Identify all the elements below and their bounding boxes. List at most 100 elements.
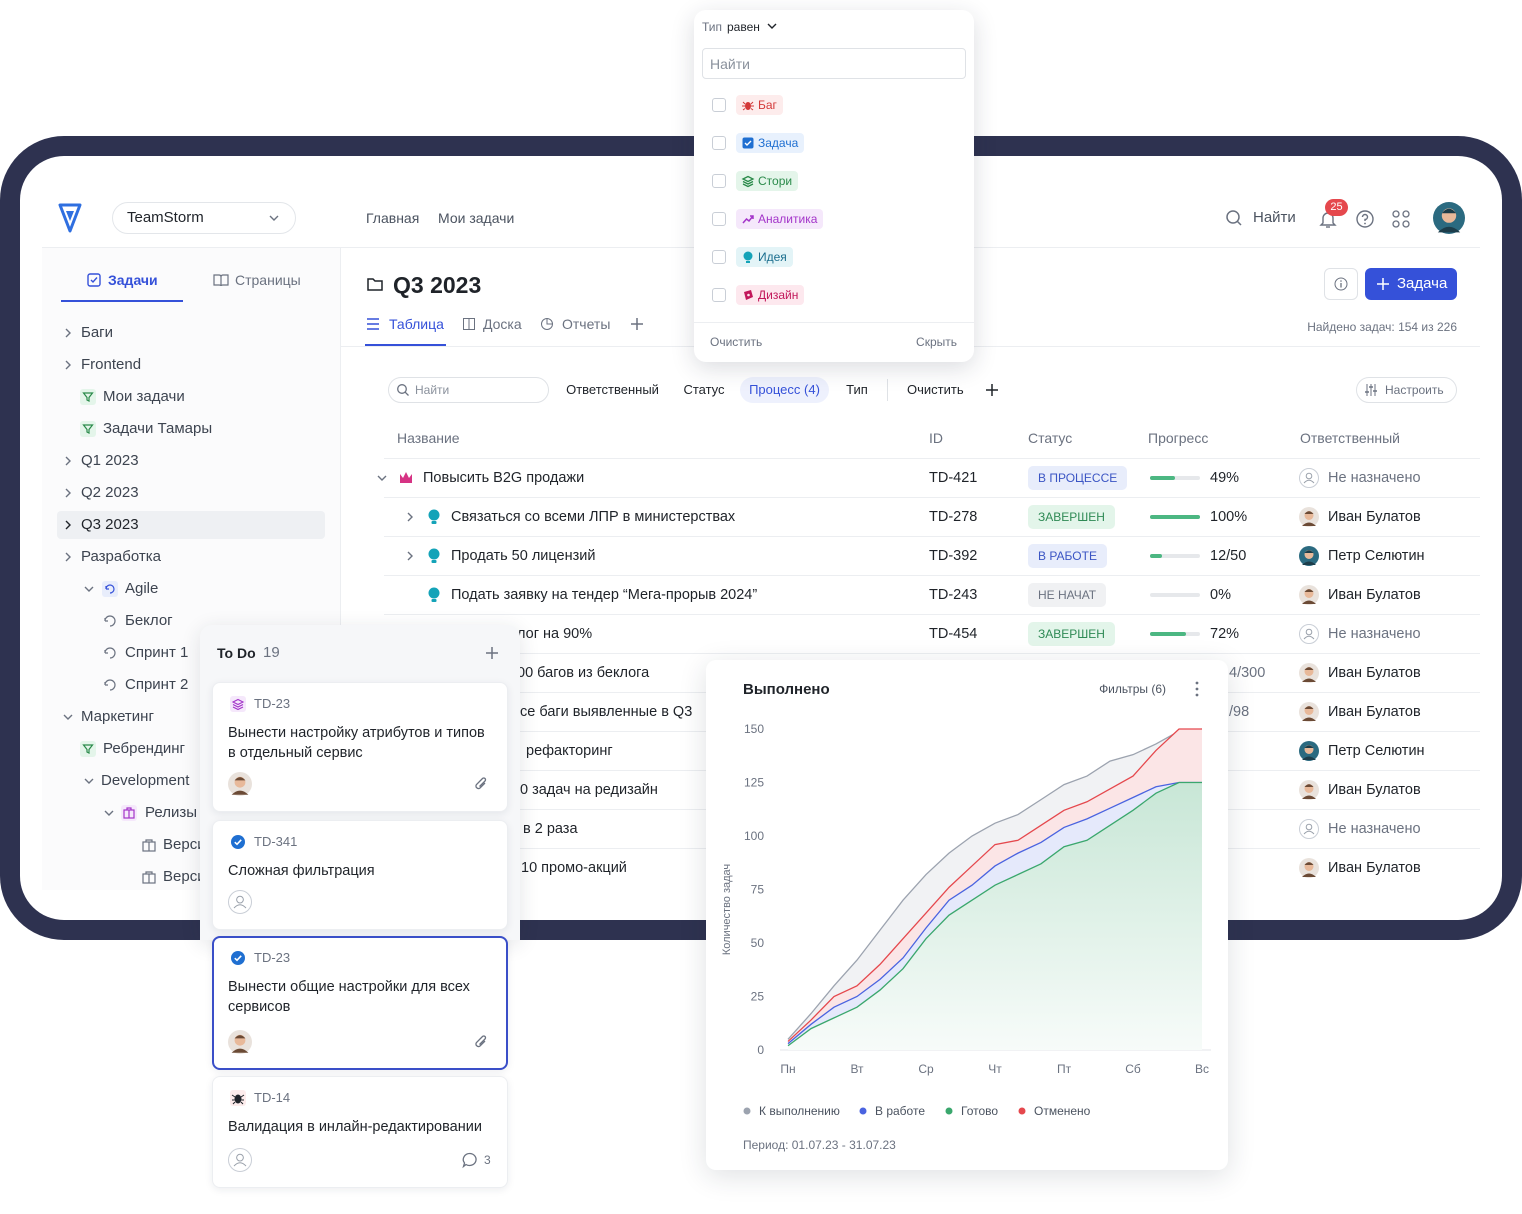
card-title: Вынести настройку атрибутов и типов в от…: [228, 725, 485, 761]
popup-clear[interactable]: Очистить: [710, 335, 763, 349]
tree-item[interactable]: Frontend: [81, 356, 142, 373]
y-tick-label: 125: [744, 776, 764, 790]
avatar: [1299, 546, 1319, 566]
type-tag[interactable]: Дизайн: [736, 285, 805, 305]
menu-dot: [1195, 687, 1199, 691]
view-tab[interactable]: Таблица: [389, 316, 444, 332]
tree-icon: [121, 805, 137, 821]
tree-item[interactable]: Ребрендинг: [103, 740, 185, 757]
view-icon: [463, 318, 475, 330]
tree-item[interactable]: Маркетинг: [81, 708, 154, 725]
tree-item[interactable]: Agile: [125, 580, 159, 597]
checkbox[interactable]: [712, 174, 726, 188]
tree-item[interactable]: Development: [101, 772, 190, 789]
chevron: [65, 552, 71, 562]
progress-label: 49%: [1210, 470, 1240, 486]
attachment-icon: [475, 777, 487, 790]
progress-label: 12/50: [1210, 548, 1247, 564]
nav-link[interactable]: Главная: [366, 210, 420, 226]
task-card[interactable]: [212, 1076, 508, 1188]
search-link[interactable]: Найти: [1253, 209, 1296, 226]
task-name: се баги выявленные в Q3: [520, 704, 693, 720]
task-id: TD-421: [929, 470, 978, 486]
chevron: [377, 475, 387, 481]
checkbox[interactable]: [712, 98, 726, 112]
popup-hide[interactable]: Скрыть: [916, 335, 957, 349]
workspace-select[interactable]: [112, 202, 296, 234]
info-button[interactable]: [1324, 268, 1358, 300]
task-name: 0 задач на редизайн: [520, 782, 658, 798]
task-card[interactable]: [212, 682, 508, 812]
tree-item[interactable]: Мои задачи: [103, 388, 185, 405]
card-title: Валидация в инлайн-редактировании: [228, 1119, 482, 1135]
avatar: [228, 1030, 252, 1054]
sidebar-tab[interactable]: Задачи: [108, 272, 158, 288]
task-card[interactable]: [212, 820, 508, 930]
progress-bar: [1150, 632, 1186, 636]
type-tag[interactable]: Идея: [736, 247, 793, 267]
tree-item[interactable]: Q3 2023: [81, 516, 139, 533]
tree-item[interactable]: Верси: [163, 868, 206, 885]
filter-search[interactable]: [388, 377, 549, 403]
x-tick-label: Ср: [918, 1062, 934, 1076]
tree-item[interactable]: Спринт 2: [125, 676, 189, 693]
tree-item[interactable]: Разработка: [81, 548, 161, 565]
card-key: TD-14: [254, 1090, 291, 1105]
filter-chip[interactable]: [740, 377, 829, 403]
x-tick-label: Пн: [780, 1062, 795, 1076]
filter-operator[interactable]: равен: [727, 20, 760, 34]
filter-search-input[interactable]: [702, 48, 966, 79]
row-divider: [384, 458, 1480, 459]
task-name: 10 промо-акций: [521, 860, 627, 876]
apps-icon: [1392, 210, 1410, 228]
search-icon: [397, 384, 409, 396]
tree-item[interactable]: Задачи Тамары: [103, 420, 213, 437]
nav-link[interactable]: Мои задачи: [438, 210, 515, 226]
legend-label: Готово: [961, 1104, 998, 1118]
checkbox[interactable]: [712, 136, 726, 150]
notification-badge: 25: [1325, 199, 1348, 216]
type-tag-icon: [742, 101, 754, 111]
task-name: Продать 50 лицензий: [451, 548, 596, 564]
tree-item[interactable]: Баги: [81, 324, 114, 341]
task-id: TD-392: [929, 548, 978, 564]
progress-bar: [1150, 515, 1200, 519]
tree-item[interactable]: Q1 2023: [81, 452, 139, 469]
view-icon: [541, 318, 553, 330]
filter-clear[interactable]: Очистить: [907, 382, 964, 397]
tree-item[interactable]: Релизы: [145, 804, 197, 821]
legend-marker: [859, 1107, 867, 1115]
tree-icon: [104, 615, 116, 627]
task-id: TD-454: [929, 626, 978, 642]
progress-track: [1150, 554, 1200, 558]
task-name: Связаться со всеми ЛПР в министерствах: [451, 509, 736, 525]
type-tag[interactable]: Стори: [736, 171, 799, 191]
y-axis-title: Количество задач: [721, 864, 733, 955]
legend-marker: [743, 1107, 751, 1115]
assignee: Иван Булатов: [1328, 704, 1421, 720]
type-tag[interactable]: Аналитика: [736, 209, 824, 229]
tree-item[interactable]: Беклог: [125, 612, 173, 629]
type-tag[interactable]: Задача: [736, 133, 805, 153]
tree-item[interactable]: Q2 2023: [81, 484, 139, 501]
checkbox[interactable]: [712, 288, 726, 302]
avatar: [1299, 507, 1319, 527]
checkbox[interactable]: [712, 212, 726, 226]
tree-item[interactable]: Верси: [163, 836, 206, 853]
configure-button[interactable]: [1356, 377, 1457, 403]
type-tag[interactable]: Баг: [736, 95, 783, 115]
plus-icon: [986, 384, 998, 396]
view-tab[interactable]: Доска: [483, 316, 522, 332]
chevron: [104, 810, 114, 816]
filter-search-placeholder: Найти: [710, 56, 750, 72]
configure-label: Настроить: [1385, 383, 1444, 397]
status-pill: ЗАВЕРШЕН: [1028, 622, 1115, 646]
tree-item[interactable]: Спринт 1: [125, 644, 189, 661]
checkbox[interactable]: [712, 250, 726, 264]
assignee: Петр Селютин: [1328, 743, 1425, 759]
view-tab[interactable]: Отчеты: [562, 316, 611, 332]
task-card[interactable]: [212, 936, 508, 1070]
sidebar-tab[interactable]: Страницы: [235, 272, 301, 288]
configure-icon: [1365, 384, 1377, 396]
